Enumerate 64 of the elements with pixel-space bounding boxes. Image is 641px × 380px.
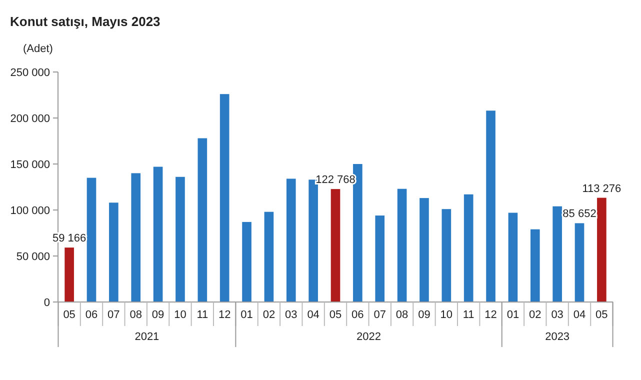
bar: [552, 206, 562, 302]
x-tick-label: 10: [440, 309, 453, 321]
x-tick-label: 02: [262, 309, 276, 321]
x-tick-label: 02: [529, 309, 542, 321]
x-tick-label: 05: [63, 309, 76, 321]
y-tick-label: 150 000: [10, 158, 50, 171]
data-label: 113 276: [582, 182, 622, 195]
x-tick-label: 04: [573, 309, 586, 321]
bar: [330, 189, 340, 302]
x-tick-label: 03: [551, 309, 564, 321]
bar: [486, 110, 496, 302]
x-tick-label: 01: [240, 309, 253, 321]
bar: [153, 166, 163, 302]
bar: [86, 178, 96, 302]
x-tick-label: 11: [462, 309, 474, 321]
x-tick-label: 12: [484, 309, 497, 321]
text: 2023: [545, 331, 570, 343]
bar: [198, 138, 208, 302]
bar: [508, 212, 518, 302]
y-tick-label: 0: [44, 296, 50, 309]
bar: [442, 209, 452, 302]
x-tick-label: 09: [152, 309, 164, 321]
text: 2022: [356, 331, 382, 343]
y-tick-label: 50 000: [16, 250, 50, 263]
bar: [397, 188, 407, 302]
bar: [597, 198, 606, 302]
x-tick-label: 06: [85, 309, 98, 321]
chart-title: Konut satışı, Mayıs 2023: [10, 14, 160, 29]
x-tick-label: 07: [374, 309, 386, 321]
bar: [131, 173, 141, 302]
y-tick-label: 100 000: [10, 204, 50, 217]
y-axis-title: (Adet): [23, 43, 53, 55]
x-tick-label: 06: [352, 309, 364, 321]
y-tick-label: 200 000: [10, 112, 50, 125]
bar: [286, 178, 296, 302]
y-tick-label: 250 000: [10, 66, 50, 79]
x-tick-label: 09: [418, 309, 430, 321]
x-tick-label: 08: [396, 309, 408, 321]
bar: [464, 194, 474, 302]
bar: [176, 176, 185, 302]
text: 2021: [134, 331, 160, 343]
x-tick-label: 04: [307, 309, 320, 321]
bar: [530, 229, 540, 302]
bar: [375, 216, 385, 302]
x-tick-label: 10: [174, 309, 186, 321]
x-tick-label: 05: [329, 309, 342, 321]
bar: [264, 212, 274, 302]
data-label: 59 166: [52, 232, 86, 245]
x-tick-label: 03: [285, 309, 298, 321]
bar: [109, 202, 118, 302]
x-tick-label: 05: [596, 309, 608, 321]
x-tick-label: 12: [218, 309, 231, 321]
bar: [420, 198, 429, 302]
bar: [308, 180, 318, 302]
bar: [220, 94, 230, 302]
bar: [64, 248, 74, 302]
x-tick-label: 01: [506, 309, 520, 321]
x-tick-label: 08: [130, 309, 142, 321]
bar: [242, 222, 252, 302]
bar: [353, 164, 362, 302]
x-tick-label: 11: [196, 309, 208, 321]
bar: [574, 223, 584, 302]
data-label: 85 652: [562, 208, 596, 220]
x-tick-label: 07: [108, 309, 120, 321]
